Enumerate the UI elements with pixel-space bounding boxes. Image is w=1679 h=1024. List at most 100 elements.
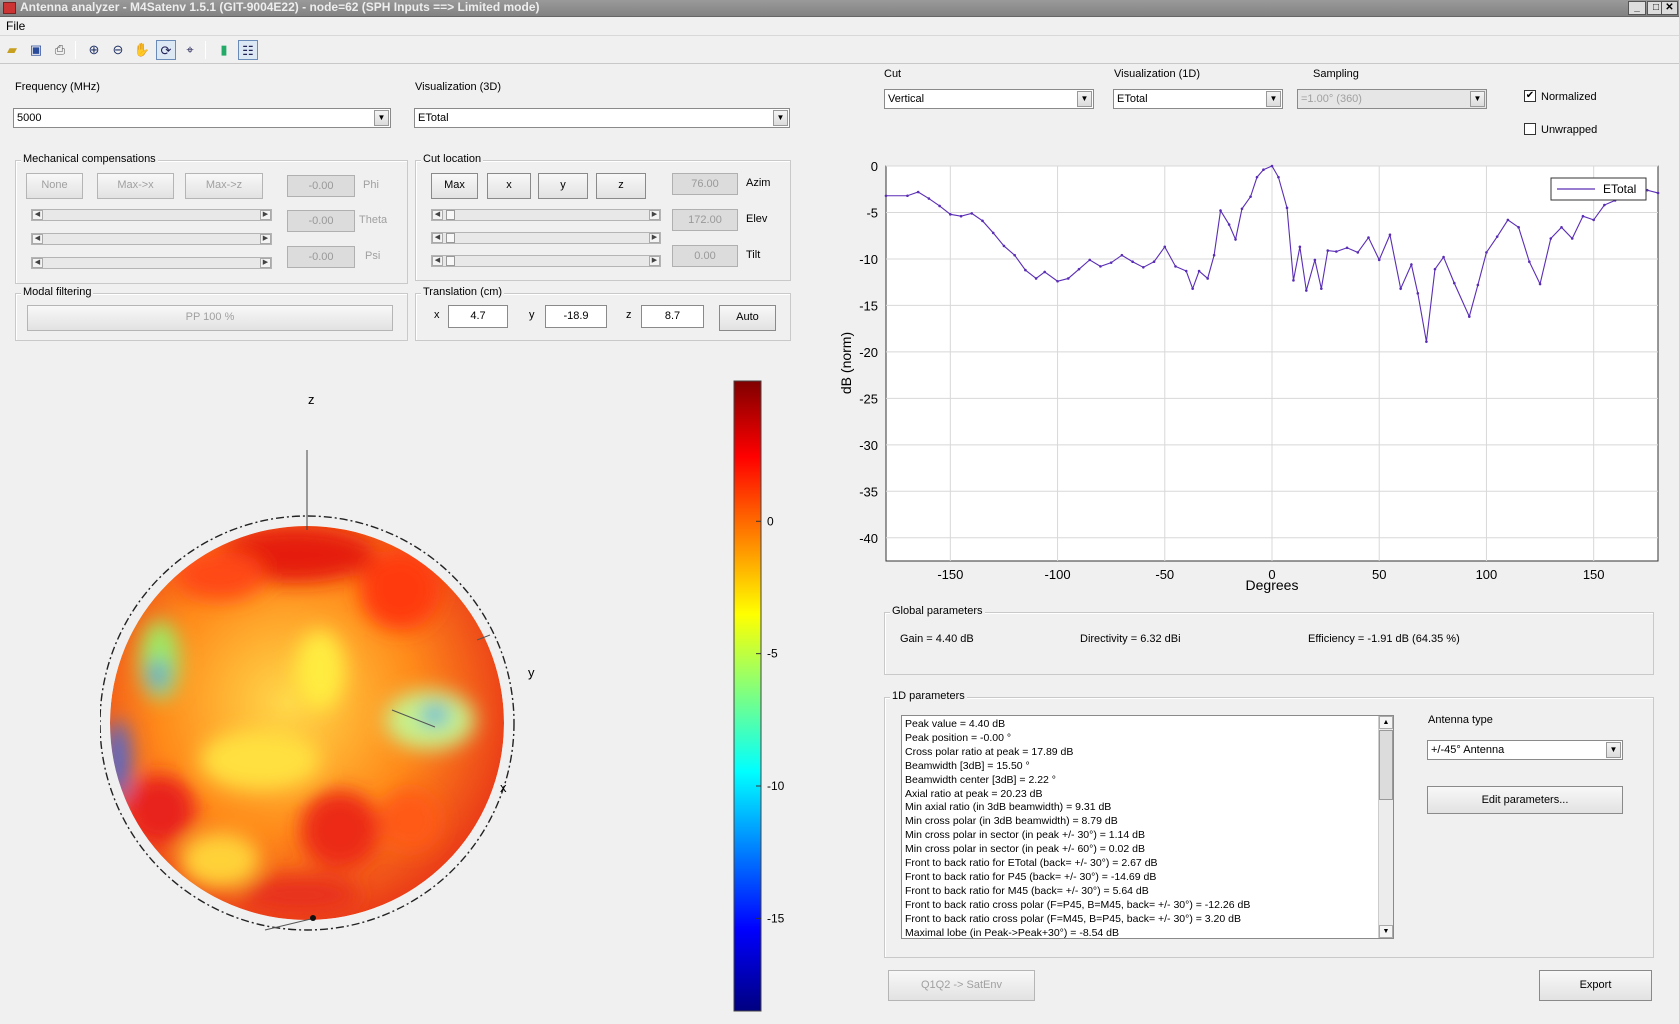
data-point [1212, 253, 1216, 257]
export-button[interactable]: Export [1539, 970, 1652, 1001]
data-point [1452, 281, 1456, 285]
data-point [1549, 237, 1553, 240]
tilt-field[interactable]: 0.00 [672, 245, 738, 267]
cut-plot-1d[interactable]: -150 -100 -50 0 50 100 150 0 -5 -10 -15 -20 -25 -30 -3… [830, 150, 1670, 600]
data-point [1377, 258, 1381, 262]
psi-label: Psi [365, 250, 381, 262]
phi-field[interactable]: -0.00 [287, 175, 355, 197]
theta-label: Theta [359, 214, 388, 226]
data-point [1538, 282, 1542, 286]
data-point [1142, 266, 1145, 269]
translation-z-input[interactable]: 8.7 [641, 305, 704, 328]
tilt-label: Tilt [746, 249, 761, 261]
pan-hand-icon[interactable]: ✋ [133, 42, 151, 57]
colorbar-tick-label: -10 [767, 779, 785, 793]
y-tick-label: -10 [859, 252, 878, 267]
save-icon[interactable]: ▣ [29, 42, 43, 57]
colorbar-tick-label: -5 [767, 647, 778, 661]
params-scrollbar[interactable]: ▲ ▼ [1378, 716, 1393, 938]
y-button[interactable]: y [538, 173, 588, 199]
legend-icon[interactable]: ☷ [238, 40, 258, 60]
data-point [1249, 195, 1252, 198]
x-tick-label: -50 [1155, 567, 1174, 582]
y-tick-label: 0 [871, 159, 878, 174]
data-cursor-icon[interactable]: ⌖ [186, 42, 194, 57]
theta-slider[interactable]: ◀ ▶ [31, 233, 272, 245]
tx-label: x [434, 309, 440, 321]
colorbar-icon[interactable]: ▮ [220, 42, 228, 57]
menu-file[interactable]: File [6, 19, 26, 33]
data-point [970, 212, 974, 215]
param-line: Beamwidth center [3dB] = 2.22 ° [905, 773, 1056, 786]
visualization3d-select[interactable]: ETotal ▼ [414, 108, 790, 128]
radiation-sphere-3d[interactable]: z y x [100, 390, 580, 960]
translation-y-input[interactable]: -18.9 [545, 305, 607, 328]
translation-x-input[interactable]: 4.7 [448, 305, 508, 328]
print-icon[interactable]: ⎙ [54, 42, 66, 57]
auto-button[interactable]: Auto [719, 305, 776, 331]
x-tick-label: 0 [1268, 567, 1275, 582]
edit-parameters-button[interactable]: Edit parameters... [1427, 786, 1623, 814]
data-point [1163, 245, 1167, 249]
azim-field[interactable]: 76.00 [672, 173, 738, 195]
close-button[interactable]: ✕ [1661, 1, 1678, 15]
psi-field[interactable]: -0.00 [287, 246, 355, 268]
elev-field[interactable]: 172.00 [672, 209, 738, 231]
zoom-out-icon[interactable]: ⊖ [112, 42, 124, 57]
azim-slider[interactable]: ◀ ▶ [431, 209, 661, 221]
data-point [1399, 287, 1402, 290]
ty-label: y [529, 309, 535, 321]
y-tick-label: -40 [859, 531, 878, 546]
y-tick-label: -20 [859, 345, 878, 360]
data-point [1388, 233, 1392, 237]
scroll-down-icon[interactable]: ▼ [1379, 925, 1393, 938]
data-point [1416, 292, 1420, 295]
data-point [1255, 175, 1259, 179]
none-button[interactable]: None [26, 173, 83, 199]
elev-slider[interactable]: ◀ ▶ [431, 232, 661, 244]
sampling-select[interactable]: =1.00° (360) ▼ [1297, 89, 1487, 109]
antenna-type-select[interactable]: +/-45° Antenna ▼ [1427, 740, 1623, 760]
data-point [1305, 289, 1308, 292]
max-to-z-button[interactable]: Max->z [185, 173, 263, 199]
sampling-value: =1.00° (360) [1301, 93, 1362, 105]
cut-select[interactable]: Vertical ▼ [884, 89, 1094, 109]
legend: ETotal [1550, 177, 1647, 201]
param-line: Beamwidth [3dB] = 15.50 ° [905, 759, 1030, 772]
params1d-textarea[interactable]: Peak value = 4.40 dB Peak position = -0.0… [901, 715, 1394, 939]
zoom-in-icon[interactable]: ⊕ [88, 42, 100, 57]
psi-slider[interactable]: ◀ ▶ [31, 257, 272, 269]
visualization1d-select[interactable]: ETotal ▼ [1113, 89, 1283, 109]
rotate-3d-icon[interactable]: ⟳ [156, 40, 176, 60]
pp-button[interactable]: PP 100 % [27, 305, 393, 331]
max-to-x-button[interactable]: Max->x [97, 173, 174, 199]
tz-label: z [626, 309, 632, 321]
scroll-thumb[interactable] [1379, 730, 1393, 800]
data-point [1013, 253, 1016, 257]
unwrapped-checkbox[interactable] [1524, 123, 1536, 135]
data-point [1603, 203, 1606, 207]
data-point [1485, 251, 1488, 254]
max-button[interactable]: Max [431, 173, 478, 199]
tilt-slider[interactable]: ◀ ▶ [431, 255, 661, 267]
data-point [1581, 214, 1585, 218]
z-button[interactable]: z [596, 173, 646, 199]
data-point [1002, 244, 1006, 248]
data-point [1056, 279, 1059, 283]
x-button[interactable]: x [487, 173, 531, 199]
data-point [1298, 245, 1302, 249]
antenna-type-label: Antenna type [1428, 714, 1493, 726]
y-axis-label: dB (norm) [838, 332, 854, 394]
phi-slider[interactable]: ◀ ▶ [31, 209, 272, 221]
efficiency-text: Efficiency = -1.91 dB (64.35 %) [1308, 633, 1460, 645]
q1q2-satenv-button[interactable]: Q1Q2 -> SatEnv [888, 970, 1035, 1001]
scroll-up-icon[interactable]: ▲ [1379, 716, 1393, 729]
data-point [1410, 263, 1413, 266]
theta-field[interactable]: -0.00 [287, 210, 355, 232]
open-file-icon[interactable]: ▰ [7, 42, 17, 57]
normalized-checkbox[interactable]: ✔ [1524, 90, 1536, 102]
minimize-button[interactable]: _ [1628, 1, 1646, 15]
data-point [1313, 258, 1317, 262]
frequency-select[interactable]: 5000 ▼ [13, 108, 391, 128]
param-line: Peak position = -0.00 ° [905, 731, 1012, 744]
